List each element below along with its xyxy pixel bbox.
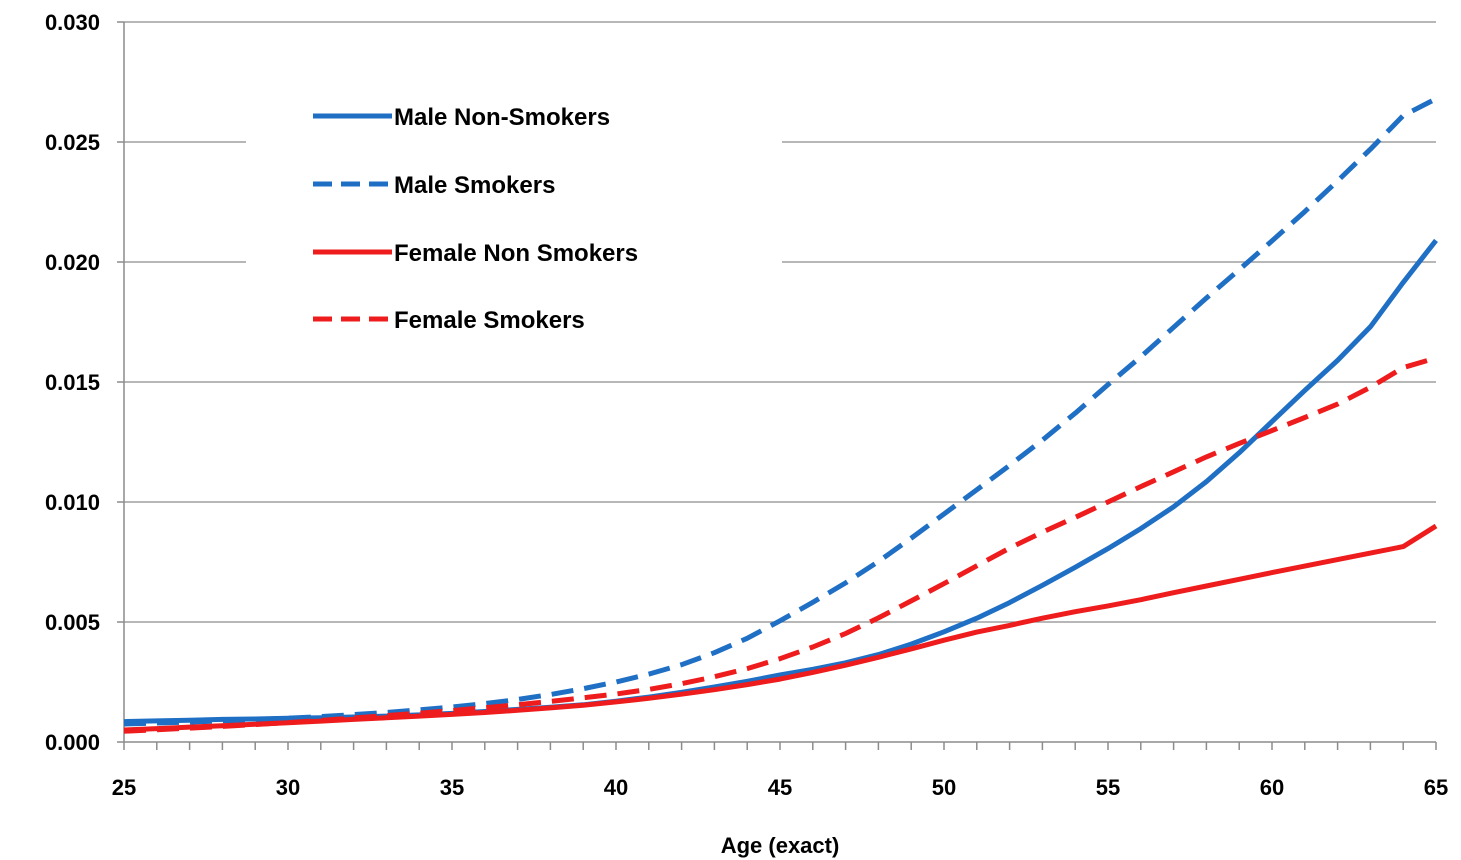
legend-label-0: Male Non-Smokers: [394, 104, 610, 131]
x-tick-label: 60: [1260, 775, 1284, 800]
y-tick-label: 0.000: [45, 730, 100, 755]
legend-background: [246, 90, 782, 360]
x-tick-label: 30: [276, 775, 300, 800]
x-axis-title: Age (exact): [721, 833, 840, 858]
series-line-1: [123, 96, 1438, 727]
x-tick-label: 50: [932, 775, 956, 800]
series-line-3: [123, 355, 1437, 734]
legend-label-2: Female Non Smokers: [394, 240, 638, 267]
y-tick-label: 0.020: [45, 250, 100, 275]
tick-labels: 0.000 0.005 0.010 0.015 0.020 0.025 0.030 25 30 3…: [45, 10, 1448, 800]
axes: [117, 21, 1437, 750]
series-lines: [123, 96, 1438, 734]
series-line-2: [123, 523, 1438, 733]
y-tick-label: 0.025: [45, 130, 100, 155]
x-tick-label: 25: [112, 775, 136, 800]
y-tick-label: 0.015: [45, 370, 100, 395]
x-tick-label: 35: [440, 775, 464, 800]
x-tick-label: 65: [1424, 775, 1448, 800]
x-tick-label: 55: [1096, 775, 1120, 800]
y-tick-label: 0.010: [45, 490, 100, 515]
y-tick-label: 0.005: [45, 610, 100, 635]
x-tick-label: 40: [604, 775, 628, 800]
legend-label-3: Female Smokers: [394, 307, 585, 334]
y-tick-label: 0.030: [45, 10, 100, 35]
x-tick-label: 45: [768, 775, 792, 800]
legend: Male Non-Smokers Male Smokers Female Non S…: [246, 90, 782, 360]
legend-label-1: Male Smokers: [394, 172, 555, 199]
